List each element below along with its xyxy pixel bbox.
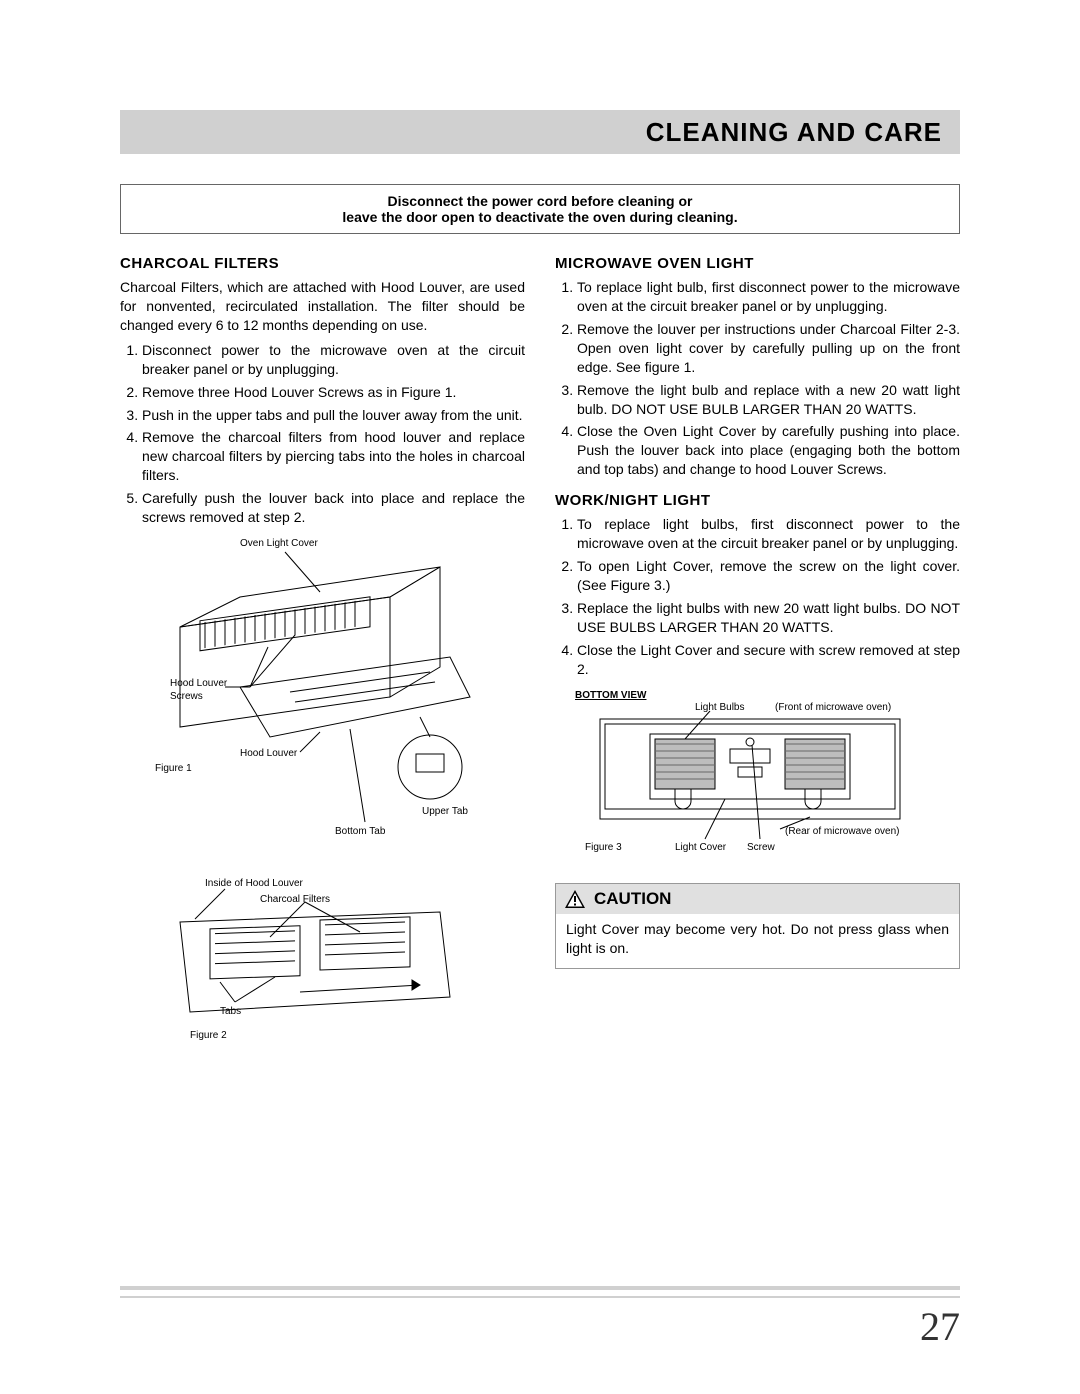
page-number: 27 [920,1303,960,1350]
microwave-light-steps: To replace light bulb, first disconnect … [555,278,960,479]
caution-header: CAUTION [556,884,959,915]
microwave-light-step: Close the Oven Light Cover by carefully … [577,422,960,479]
warning-line1: Disconnect the power cord before cleanin… [131,193,949,209]
charcoal-steps: Disconnect power to the microwave oven a… [120,341,525,527]
fig2-label: Figure 2 [190,1029,227,1043]
microwave-light-heading: MICROWAVE OVEN LIGHT [555,254,960,274]
fig2-inside: Inside of Hood Louver [205,877,303,891]
work-light-step: Replace the light bulbs with new 20 watt… [577,599,960,637]
charcoal-step: Remove three Hood Louver Screws as in Fi… [142,383,525,402]
charcoal-intro: Charcoal Filters, which are attached wit… [120,278,525,335]
fig1-bottom-tab: Bottom Tab [335,825,385,839]
left-column: CHARCOAL FILTERS Charcoal Filters, which… [120,254,525,1047]
right-column: MICROWAVE OVEN LIGHT To replace light bu… [555,254,960,1047]
fig2-charcoal-filters: Charcoal Filters [260,893,330,907]
title-bar: CLEANING AND CARE [120,110,960,154]
columns: CHARCOAL FILTERS Charcoal Filters, which… [120,254,960,1047]
fig1-upper-tab: Upper Tab [422,805,468,819]
fig1-hood-louver: Hood Louver [240,747,297,761]
warning-icon [564,889,586,909]
fig3-front: (Front of microwave oven) [775,701,891,715]
footer-rule-thick [120,1286,960,1290]
fig3-screw: Screw [747,841,775,855]
charcoal-step: Push in the upper tabs and pull the louv… [142,406,525,425]
footer-rule-thin [120,1296,960,1298]
microwave-light-step: Remove the light bulb and replace with a… [577,381,960,419]
caution-box: CAUTION Light Cover may become very hot.… [555,883,960,970]
work-light-steps: To replace light bulbs, first disconnect… [555,515,960,678]
charcoal-step: Remove the charcoal filters from hood lo… [142,428,525,485]
figure-2: Inside of Hood Louver Charcoal Filters T… [120,877,500,1047]
page-title: CLEANING AND CARE [646,117,942,148]
charcoal-heading: CHARCOAL FILTERS [120,254,525,274]
charcoal-step: Carefully push the louver back into plac… [142,489,525,527]
caution-heading: CAUTION [594,888,671,911]
fig1-hood-louver-screws: Hood Louver Screws [170,677,227,704]
fig1-label: Figure 1 [155,762,192,776]
charcoal-step: Disconnect power to the microwave oven a… [142,341,525,379]
page: CLEANING AND CARE Disconnect the power c… [0,0,1080,1394]
work-light-step: To replace light bulbs, first disconnect… [577,515,960,553]
warning-line2: leave the door open to deactivate the ov… [131,209,949,225]
fig3-light-cover: Light Cover [675,841,726,855]
caution-body: Light Cover may become very hot. Do not … [556,914,959,968]
figure-1: Oven Light Cover Hood Louver Screws Hood… [120,537,500,857]
fig3-bottom-view: BOTTOM VIEW [575,689,646,703]
fig1-oven-light-cover: Oven Light Cover [240,537,318,551]
fig3-label: Figure 3 [585,841,622,855]
work-light-heading: WORK/NIGHT LIGHT [555,491,960,511]
fig2-tabs: Tabs [220,1005,241,1019]
figure-3: BOTTOM VIEW Light Bulbs (Front of microw… [555,689,935,869]
work-light-step: Close the Light Cover and secure with sc… [577,641,960,679]
warning-box: Disconnect the power cord before cleanin… [120,184,960,234]
fig3-light-bulbs: Light Bulbs [695,701,744,715]
work-light-step: To open Light Cover, remove the screw on… [577,557,960,595]
microwave-light-step: To replace light bulb, first disconnect … [577,278,960,316]
fig3-rear: (Rear of microwave oven) [785,825,899,839]
microwave-light-step: Remove the louver per instructions under… [577,320,960,377]
